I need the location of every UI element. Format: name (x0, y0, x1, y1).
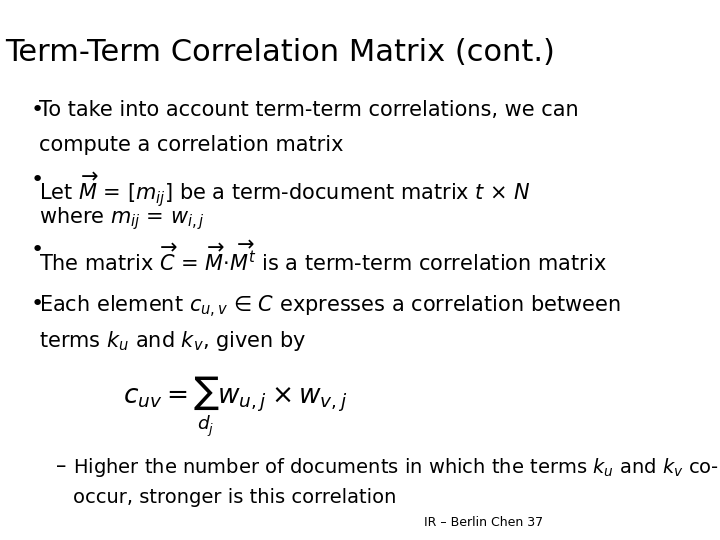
Text: compute a correlation matrix: compute a correlation matrix (39, 135, 343, 155)
Text: The matrix $\overrightarrow{C}$ = $\overrightarrow{M}$$\cdot$$\overrightarrow{M^: The matrix $\overrightarrow{C}$ = $\over… (39, 240, 607, 275)
Text: –: – (56, 456, 66, 476)
Text: Higher the number of documents in which the terms $k_u$ and $k_v$ co-: Higher the number of documents in which … (73, 456, 719, 480)
Text: •: • (31, 100, 44, 120)
Text: •: • (31, 294, 44, 314)
Text: •: • (31, 240, 44, 260)
Text: Let $\overrightarrow{M}$ = [$m_{ij}$] be a term-document matrix $t$ × $N$: Let $\overrightarrow{M}$ = [$m_{ij}$] be… (39, 170, 531, 208)
Text: terms $k_u$ and $k_v$, given by: terms $k_u$ and $k_v$, given by (39, 329, 307, 353)
Text: where $m_{ij}$ = $w_{i,j}$: where $m_{ij}$ = $w_{i,j}$ (39, 205, 205, 232)
Text: occur, stronger is this correlation: occur, stronger is this correlation (73, 488, 396, 507)
Text: Term-Term Correlation Matrix (cont.): Term-Term Correlation Matrix (cont.) (5, 38, 554, 67)
Text: IR – Berlin Chen 37: IR – Berlin Chen 37 (423, 516, 543, 529)
Text: Each element $c_{u,v}$ ∈ $C$ expresses a correlation between: Each element $c_{u,v}$ ∈ $C$ expresses a… (39, 294, 621, 321)
Text: To take into account term-term correlations, we can: To take into account term-term correlati… (39, 100, 579, 120)
Text: •: • (31, 170, 44, 190)
Text: $c_{uv} = \sum_{d_j} w_{u,j} \times w_{v,j}$: $c_{uv} = \sum_{d_j} w_{u,j} \times w_{v… (123, 375, 347, 440)
